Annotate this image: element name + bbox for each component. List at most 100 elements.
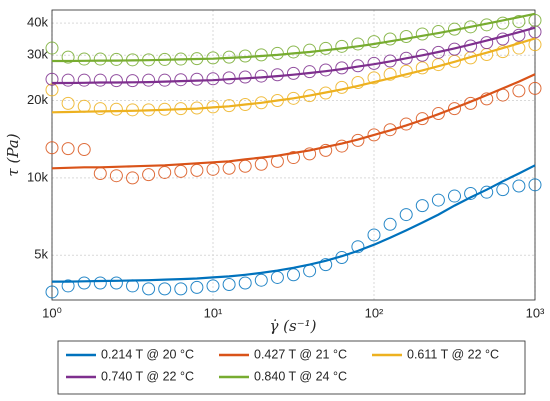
x-tick-label: 10¹ [204, 305, 223, 320]
data-point [142, 73, 156, 87]
data-point [383, 32, 397, 46]
data-point [158, 165, 172, 179]
data-point [77, 99, 91, 113]
data-point [125, 171, 139, 185]
data-point [447, 102, 461, 116]
data-point [512, 84, 526, 98]
data-point [367, 71, 381, 85]
data-point [496, 45, 510, 59]
data-point [93, 102, 107, 116]
x-tick-label: 10² [365, 305, 384, 320]
data-point [77, 73, 91, 87]
data-point [303, 147, 317, 161]
data-point [415, 199, 429, 213]
legend-box [57, 340, 526, 395]
data-point [367, 128, 381, 142]
data-point [399, 64, 413, 78]
data-point [431, 193, 445, 207]
data-point [238, 276, 252, 290]
data-point [109, 169, 123, 183]
data-point [464, 20, 478, 34]
data-point [480, 92, 494, 106]
data-point [528, 81, 542, 95]
data-point [431, 107, 445, 121]
data-point [415, 48, 429, 62]
data-point [222, 277, 236, 291]
data-point [512, 28, 526, 42]
data-point [142, 168, 156, 182]
y-axis-label: τ (Pa) [4, 133, 22, 176]
data-point [447, 189, 461, 203]
data-point [174, 73, 188, 87]
data-point [335, 39, 349, 53]
x-axis-label: γ̇ (s⁻¹) [269, 317, 316, 335]
data-point [61, 142, 75, 156]
data-point [45, 72, 59, 86]
data-point [158, 73, 172, 87]
data-point [45, 141, 59, 155]
data-point [351, 37, 365, 51]
data-point [303, 43, 317, 57]
data-point [351, 76, 365, 90]
data-point [367, 35, 381, 49]
data-point [351, 240, 365, 254]
data-point [77, 142, 91, 156]
data-point [77, 276, 91, 290]
x-tick-label: 10³ [526, 305, 545, 320]
data-point [512, 14, 526, 28]
data-point [61, 96, 75, 110]
data-point [270, 270, 284, 284]
y-tick-label: 30k [27, 47, 48, 62]
data-point [399, 29, 413, 43]
data-point [383, 123, 397, 137]
data-point [383, 217, 397, 231]
data-point [286, 151, 300, 165]
data-point [367, 228, 381, 242]
data-point [286, 268, 300, 282]
data-point [254, 273, 268, 287]
y-tick-label: 40k [27, 15, 48, 30]
data-point [190, 280, 204, 294]
legend-label: 0.611 T @ 22 °C [407, 347, 499, 361]
data-point [206, 279, 220, 293]
data-point [77, 52, 91, 66]
data-point [174, 164, 188, 178]
legend-label: 0.740 T @ 22 °C [101, 369, 194, 383]
data-point [383, 67, 397, 81]
legend-label: 0.214 T @ 20 °C [101, 347, 194, 361]
data-point [190, 163, 204, 177]
data-point [303, 264, 317, 278]
fit-line [52, 26, 536, 85]
data-point [93, 276, 107, 290]
x-tick-label: 10⁰ [42, 305, 62, 320]
data-point [45, 41, 59, 55]
data-point [512, 41, 526, 55]
data-point [496, 16, 510, 30]
fit-line [51, 37, 536, 114]
y-tick-label: 5k [34, 247, 48, 262]
y-tick-label: 10k [27, 169, 48, 184]
data-point [109, 74, 123, 88]
fit-line [51, 73, 536, 170]
data-point [61, 279, 75, 293]
plot-frame [51, 9, 536, 301]
legend-label: 0.840 T @ 24 °C [254, 369, 347, 383]
data-point [222, 161, 236, 175]
data-point [125, 279, 139, 293]
fit-line [52, 164, 536, 283]
data-point [528, 178, 542, 192]
data-point [399, 208, 413, 222]
data-point [93, 73, 107, 87]
data-point [528, 25, 542, 39]
data-point [496, 183, 510, 197]
data-point [45, 285, 59, 299]
fit-line [52, 12, 536, 63]
data-point [335, 139, 349, 153]
data-point [109, 102, 123, 116]
data-point [512, 179, 526, 193]
data-point [93, 52, 107, 66]
data-point [319, 258, 333, 272]
data-point [109, 276, 123, 290]
data-point [190, 72, 204, 86]
